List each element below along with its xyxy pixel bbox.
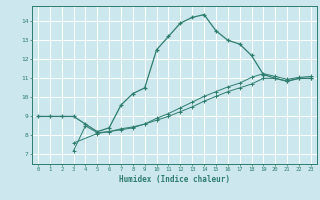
X-axis label: Humidex (Indice chaleur): Humidex (Indice chaleur) xyxy=(119,175,230,184)
